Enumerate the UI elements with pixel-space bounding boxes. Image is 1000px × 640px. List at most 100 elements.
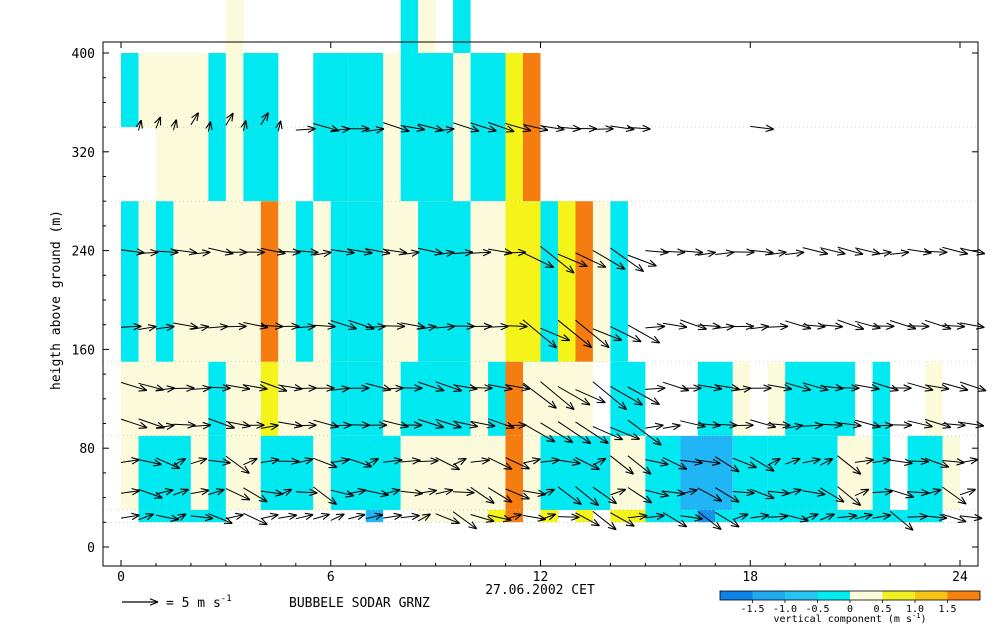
wind-vector (732, 514, 748, 520)
wind-vector (295, 388, 317, 389)
wind-vector (120, 250, 145, 253)
vertical-component-cell (435, 435, 471, 510)
wind-vector (802, 247, 828, 254)
wind-vector (417, 514, 431, 522)
wind-vector (120, 515, 140, 518)
wind-vector (715, 487, 739, 503)
wind-vector (330, 320, 357, 329)
wind-vector (610, 247, 643, 272)
wind-vector (418, 326, 436, 329)
wind-vector (592, 426, 623, 440)
wind-vector (365, 326, 386, 327)
wind-vector (627, 516, 647, 518)
wind-vector (890, 252, 909, 254)
y-tick-label: 80 (79, 442, 95, 457)
vertical-component-cell (278, 361, 331, 436)
station-caption: BUBBELE SODAR GRNZ (289, 596, 430, 611)
wind-vector (837, 516, 857, 518)
wind-vector (278, 489, 292, 497)
vertical-component-cell (330, 361, 349, 436)
vertical-component-cell (225, 53, 244, 202)
wind-vector (505, 326, 528, 327)
wind-vector (592, 129, 614, 130)
wind-vector (138, 252, 159, 253)
vertical-component-cell (208, 53, 226, 202)
wind-vector (575, 486, 599, 506)
vertical-component-cell (558, 201, 576, 362)
colorbar-segment (720, 591, 753, 600)
wind-vector (312, 486, 336, 505)
wind-vector (837, 319, 864, 329)
wind-vector (540, 327, 570, 340)
colorbar-tick-label: -1.5 (740, 604, 764, 615)
wind-vector (820, 424, 842, 425)
wind-vector (924, 457, 949, 467)
wind-vector (435, 326, 456, 328)
wind-vector (330, 460, 350, 463)
wind-vector (260, 460, 279, 463)
wind-vector (715, 456, 739, 472)
vertical-component-cell (575, 201, 593, 362)
wind-vector (959, 459, 978, 462)
vertical-component-cell (470, 201, 506, 362)
wind-vector (487, 418, 514, 428)
vertical-component-cell (400, 435, 436, 510)
wind-vector (487, 514, 511, 520)
wind-vector (872, 326, 895, 327)
wind-vector (225, 326, 247, 327)
wind-vector (295, 425, 317, 426)
colorbar-tick-label: 1.0 (906, 604, 924, 615)
vertical-component-cell (260, 435, 314, 510)
wind-vector (872, 381, 899, 390)
wind-vector (802, 382, 829, 390)
wind-vector (802, 491, 826, 495)
wind-vector (155, 490, 173, 494)
vertical-component-cell (505, 201, 523, 362)
colorbar-segment (915, 591, 948, 600)
wind-vector (383, 326, 405, 327)
wind-vector (732, 457, 757, 467)
wind-vector (120, 381, 147, 390)
vertical-component-cell (313, 435, 331, 510)
wind-vector (907, 420, 933, 427)
wind-vector (190, 490, 209, 493)
wind-vector (348, 515, 365, 519)
vertical-component-cell (418, 0, 436, 53)
x-tick-label: 0 (117, 570, 125, 585)
wind-vector (785, 382, 811, 391)
wind-vector (470, 388, 493, 389)
wind-vector (155, 425, 174, 428)
wind-vector (470, 122, 497, 131)
wind-vector (505, 514, 522, 519)
wind-vector (435, 129, 455, 131)
wind-vector (750, 456, 774, 471)
wind-vector (260, 515, 279, 519)
vertical-component-cell (453, 0, 471, 53)
vertical-component-cell (697, 509, 716, 523)
wind-vector (243, 385, 267, 389)
vertical-component-cell (138, 53, 156, 128)
wind-vector (575, 457, 600, 470)
wind-vector (924, 385, 949, 389)
colorbar-label-exp: -1 (912, 612, 920, 620)
wind-vector (453, 385, 477, 389)
wind-vector (942, 246, 968, 254)
wind-vector (785, 425, 803, 428)
vertical-component-cell (313, 201, 331, 362)
wind-vector (680, 516, 703, 519)
colorbar-label-text: vertical component (m s (774, 614, 912, 625)
wind-vector (138, 418, 165, 428)
wind-vector (837, 486, 861, 506)
wind-vector (470, 486, 495, 503)
reference-arrow: = 5 m s-1 (122, 594, 232, 611)
wind-vector (243, 487, 267, 502)
wind-vector (330, 489, 354, 496)
wind-vector (155, 388, 175, 390)
wind-vector (505, 425, 527, 426)
wind-vector (627, 487, 652, 503)
wind-vector (645, 459, 668, 465)
wind-vector (767, 491, 790, 493)
vertical-component-cell (767, 361, 786, 436)
vertical-component-cell (383, 361, 401, 436)
wind-vector (156, 117, 161, 129)
